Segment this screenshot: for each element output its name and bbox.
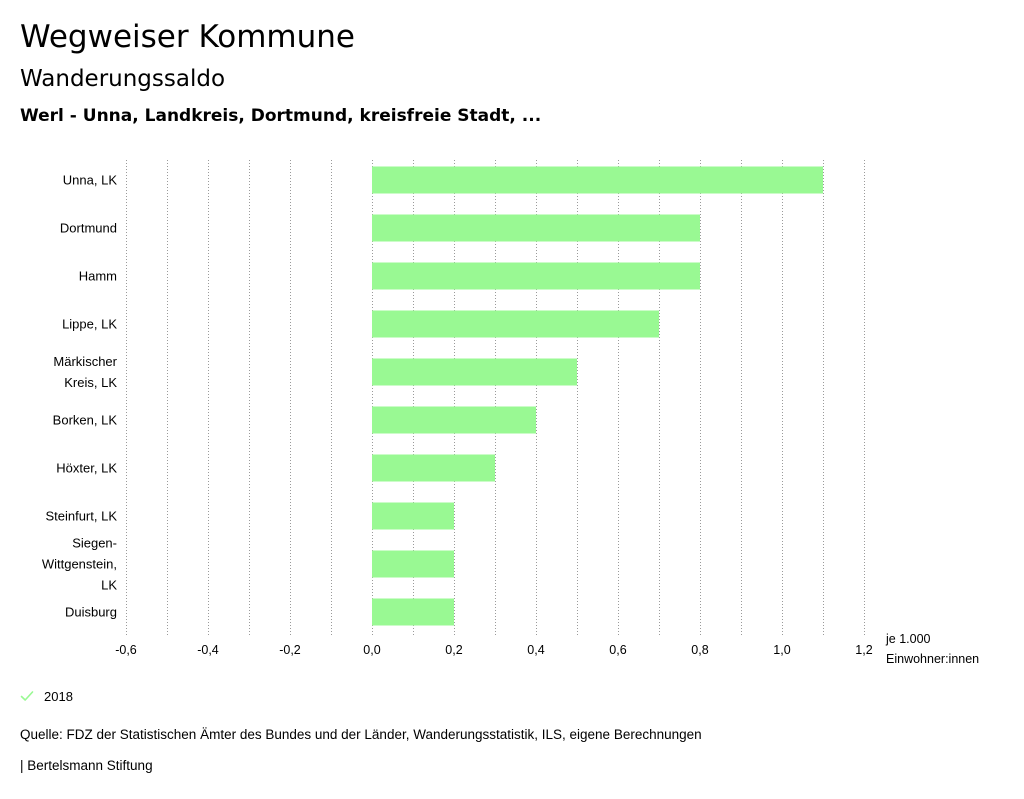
- legend-label: 2018: [44, 688, 73, 704]
- x-tick-label: 1,0: [773, 643, 790, 657]
- source-note: Quelle: FDZ der Statistischen Ämter des …: [20, 727, 702, 742]
- x-tick-label: 1,2: [855, 643, 872, 657]
- category-label: Unna, LK: [63, 173, 118, 188]
- credit-note: | Bertelsmann Stiftung: [20, 758, 153, 773]
- bar[interactable]: [372, 262, 700, 290]
- category-label: Borken, LK: [53, 413, 118, 428]
- legend[interactable]: 2018: [20, 686, 73, 706]
- category-labels: Unna, LK Dortmund Hamm Lippe, LK Märkischer K…: [42, 173, 118, 620]
- x-tick-label: -0,4: [197, 643, 219, 657]
- bars: [372, 166, 823, 626]
- region-selection: Werl - Unna, Landkreis, Dortmund, kreisf…: [20, 106, 542, 126]
- bar[interactable]: [372, 454, 495, 482]
- category-label: Kreis, LK: [64, 375, 117, 390]
- category-label: LK: [101, 578, 117, 593]
- category-label: Hamm: [79, 269, 117, 284]
- category-label: Märkischer: [53, 354, 117, 369]
- x-tick-label: 0,8: [691, 643, 708, 657]
- x-axis-ticks: -0,6 -0,4 -0,2 0,0 0,2 0,4 0,6 0,8 1,0 1,2: [115, 643, 873, 657]
- x-axis-unit-label: je 1.000: [885, 632, 931, 646]
- x-tick-label: -0,2: [279, 643, 301, 657]
- x-tick-label: 0,2: [445, 643, 462, 657]
- bar[interactable]: [372, 598, 454, 626]
- category-label: Steinfurt, LK: [45, 509, 117, 524]
- category-label: Lippe, LK: [62, 317, 117, 332]
- chart-title: Wegweiser Kommune: [20, 19, 355, 55]
- bar[interactable]: [372, 502, 454, 530]
- bar-chart: Unna, LK Dortmund Hamm Lippe, LK Märkischer K…: [42, 160, 979, 666]
- checkmark-icon: [20, 691, 34, 701]
- category-label: Dortmund: [60, 221, 117, 236]
- bar[interactable]: [372, 406, 536, 434]
- category-label: Siegen-: [72, 536, 117, 551]
- bar[interactable]: [372, 358, 577, 386]
- bar[interactable]: [372, 550, 454, 578]
- category-label: Duisburg: [65, 605, 117, 620]
- bar[interactable]: [372, 214, 700, 242]
- x-tick-label: 0,6: [609, 643, 626, 657]
- x-axis-unit-label: Einwohner:innen: [886, 652, 979, 666]
- category-label: Höxter, LK: [56, 461, 117, 476]
- bar[interactable]: [372, 310, 659, 338]
- x-axis-unit: je 1.000 Einwohner:innen: [885, 632, 979, 666]
- chart-subtitle: Wanderungssaldo: [20, 66, 226, 92]
- x-tick-label: 0,0: [363, 643, 380, 657]
- x-tick-label: -0,6: [115, 643, 137, 657]
- category-label: Wittgenstein,: [42, 557, 117, 572]
- x-tick-label: 0,4: [527, 643, 544, 657]
- bar[interactable]: [372, 166, 823, 194]
